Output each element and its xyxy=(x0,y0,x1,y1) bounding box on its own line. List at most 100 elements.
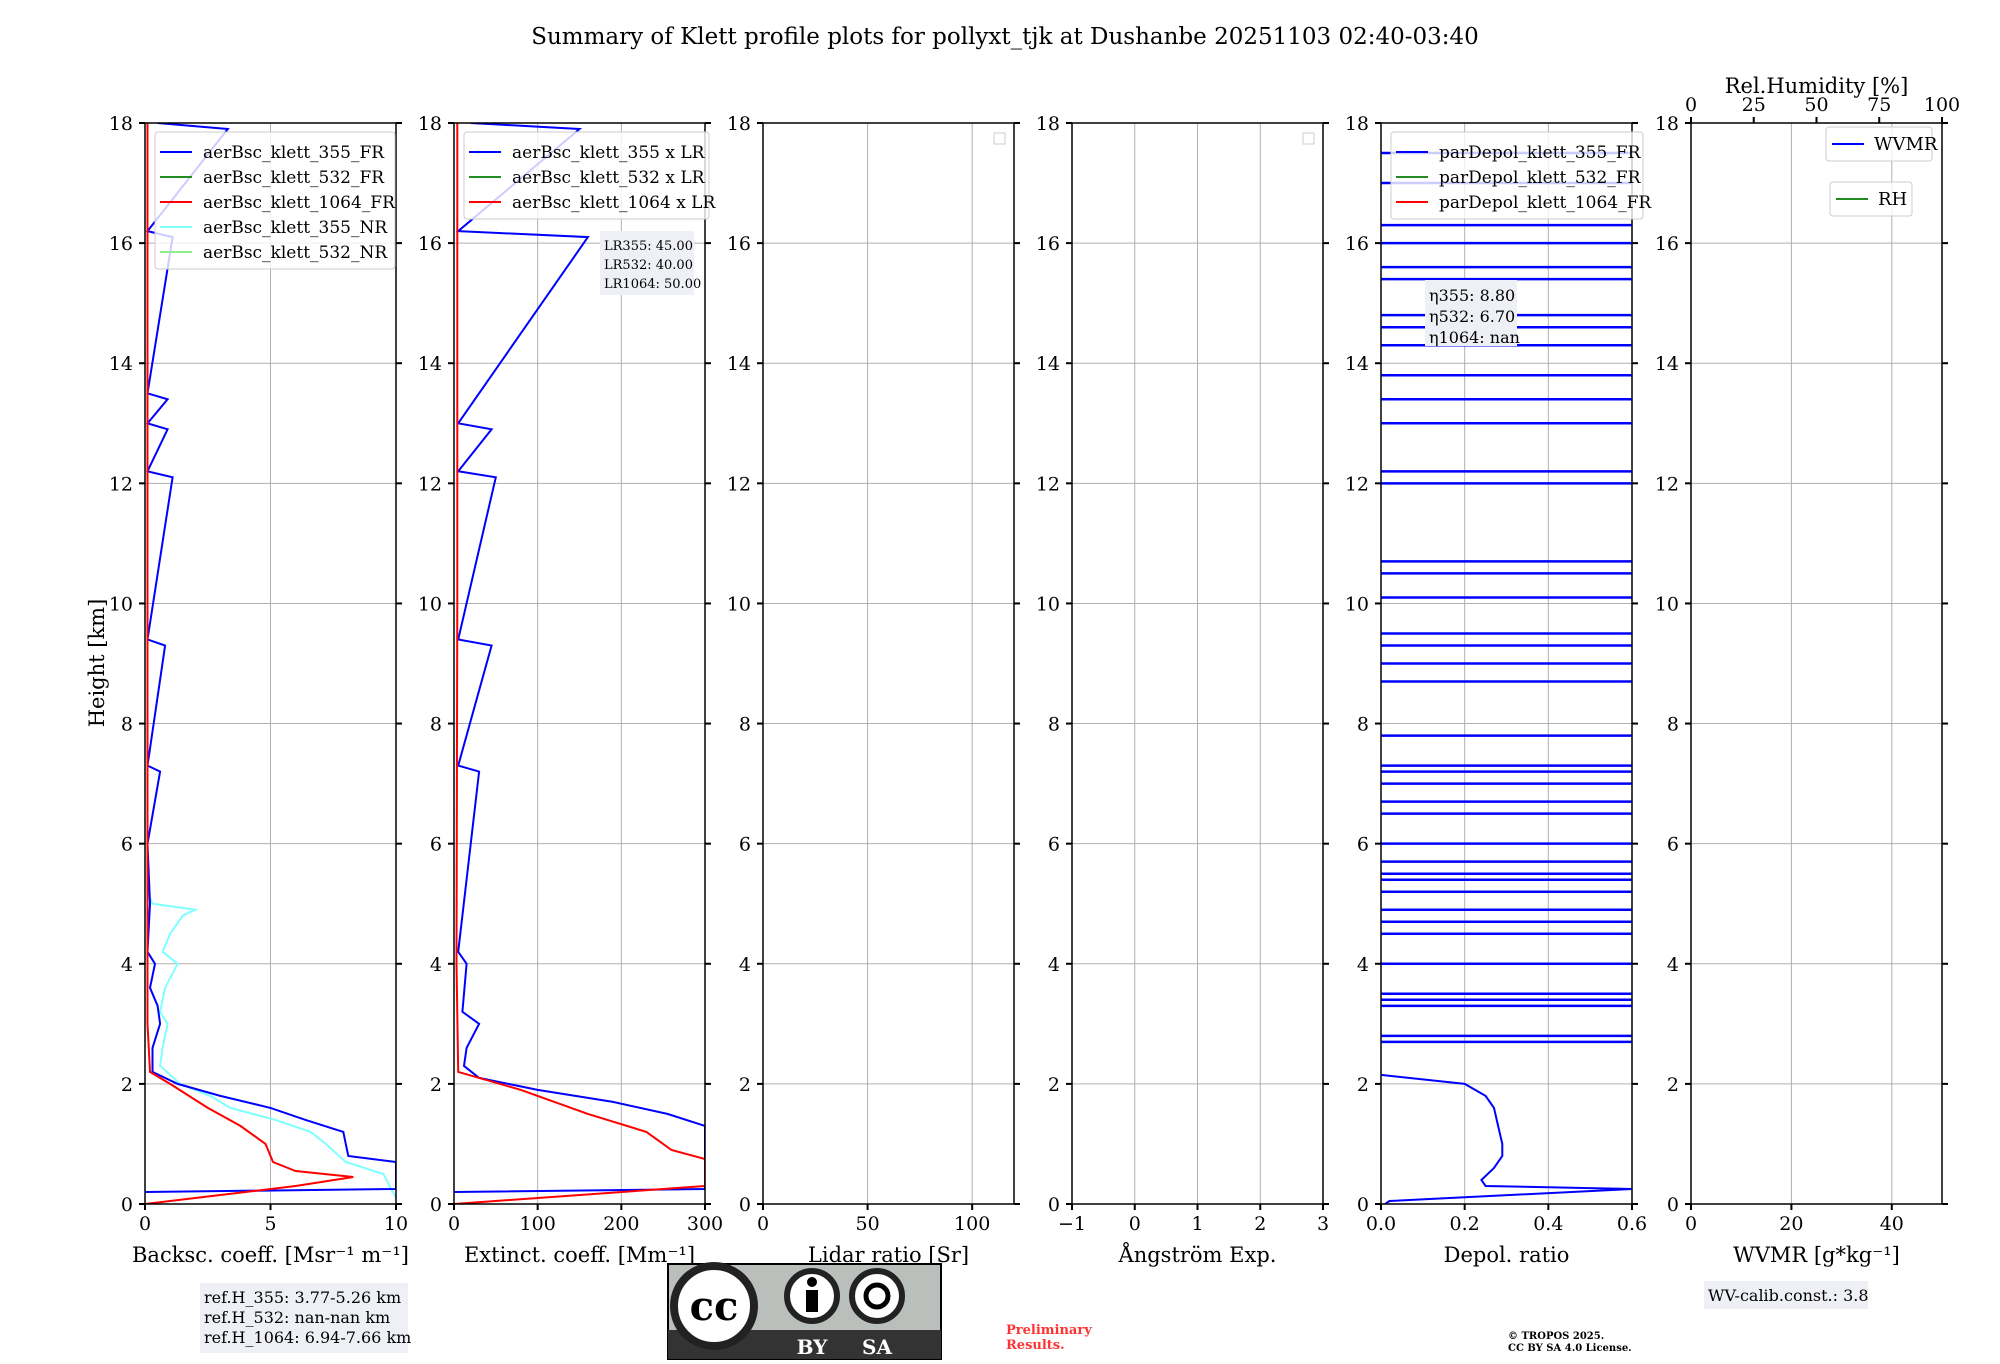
legend: aerBsc_klett_355 x LR aerBsc_klett_532 x … xyxy=(463,131,716,220)
xtick-label: 0.4 xyxy=(1533,1213,1563,1235)
ytick-label: 18 xyxy=(109,113,133,135)
figure-title: Summary of Klett profile plots for polly… xyxy=(531,24,1479,50)
legend-label: RH xyxy=(1878,189,1907,210)
annotation-line: LR532: 40.00 xyxy=(604,258,693,273)
ytick-label: 6 xyxy=(430,834,442,856)
xtick-label: 5 xyxy=(264,1213,276,1235)
xtick-label: 3 xyxy=(1317,1213,1329,1235)
series-line-aerBsc_klett_1064 x LR xyxy=(454,123,705,1204)
x-axis-label: Depol. ratio xyxy=(1444,1243,1570,1267)
ytick-label: 12 xyxy=(1345,473,1369,495)
top-xtick-label: 25 xyxy=(1742,94,1766,116)
ytick-label: 14 xyxy=(418,353,442,375)
ytick-label: 4 xyxy=(1048,954,1060,976)
legend-label: parDepol_klett_355_FR xyxy=(1439,143,1642,163)
cc-icon xyxy=(670,1262,758,1350)
ytick-label: 16 xyxy=(727,233,751,255)
top-xtick-label: 75 xyxy=(1867,94,1891,116)
xtick-label: 10 xyxy=(384,1213,408,1235)
panel-2: 0 2 4 6 8 10 12 14 16 18 0 100 200 300 Extinct. coeff.… xyxy=(418,113,723,1267)
annotation-line: η355: 8.80 xyxy=(1429,286,1515,305)
legend-label: WVMR xyxy=(1874,134,1938,155)
ytick-label: 16 xyxy=(418,233,442,255)
annotation-line: WV-calib.const.: 3.8 xyxy=(1708,1286,1869,1305)
license-by: BY xyxy=(797,1335,829,1359)
license-sa: SA xyxy=(862,1335,892,1359)
xtick-label: 0 xyxy=(1685,1213,1697,1235)
empty-legend-box xyxy=(1302,132,1315,145)
by-icon-figure xyxy=(806,1290,818,1312)
xtick-label: 0.0 xyxy=(1366,1213,1396,1235)
x-axis-label: Backsc. coeff. [Msr⁻¹ m⁻¹] xyxy=(132,1243,409,1267)
panel-6: 0 2 4 6 8 10 12 14 16 18 0 20 40 WVMR [g*kg⁻¹] 0 25 50 75… xyxy=(1655,74,1960,1309)
ytick-label: 2 xyxy=(739,1074,751,1096)
ytick-label: 16 xyxy=(1655,233,1679,255)
top-xtick-label: 100 xyxy=(1924,94,1960,116)
ytick-label: 8 xyxy=(1048,714,1060,736)
ytick-label: 6 xyxy=(121,834,133,856)
y-axis-label: Height [km] xyxy=(85,599,109,728)
xtick-label: 0 xyxy=(1129,1213,1141,1235)
ytick-label: 2 xyxy=(1357,1074,1369,1096)
series-line-aerBsc_klett_1064_FR xyxy=(145,123,354,1204)
annotation-box: WV-calib.const.: 3.8 xyxy=(1704,1281,1869,1309)
xtick-label: 40 xyxy=(1880,1213,1904,1235)
xtick-label: 100 xyxy=(520,1213,556,1235)
ytick-label: 16 xyxy=(1036,233,1060,255)
axes-frame xyxy=(762,122,1015,1205)
x-axis-label: Ångström Exp. xyxy=(1118,1242,1277,1267)
axes-frame xyxy=(453,122,706,1205)
preliminary-line1: Preliminary xyxy=(1006,1323,1092,1338)
ytick-label: 12 xyxy=(418,473,442,495)
ytick-label: 14 xyxy=(109,353,133,375)
ytick-label: 6 xyxy=(1667,834,1679,856)
ytick-label: 18 xyxy=(1345,113,1369,135)
annotation-bg xyxy=(1425,280,1517,346)
ytick-label: 4 xyxy=(121,954,133,976)
panel-5: 0 2 4 6 8 10 12 14 16 18 0.0 0.2 0.4 0.6 Depol. ratio p… xyxy=(1345,113,1653,1267)
legend-label: aerBsc_klett_532 x LR xyxy=(512,168,706,188)
ytick-label: 2 xyxy=(121,1074,133,1096)
xtick-label: −1 xyxy=(1058,1213,1086,1235)
ytick-label: 0 xyxy=(121,1194,133,1216)
annotation-line: η532: 6.70 xyxy=(1429,307,1515,326)
legend-label: aerBsc_klett_1064_FR xyxy=(203,193,396,213)
by-icon-head xyxy=(807,1277,817,1287)
x-axis-label: WVMR [g*kg⁻¹] xyxy=(1733,1243,1900,1267)
legend-box xyxy=(1390,131,1644,220)
xtick-label: 20 xyxy=(1779,1213,1803,1235)
annotation-bg xyxy=(200,1283,408,1353)
legend: aerBsc_klett_355_FR aerBsc_klett_532_FRae… xyxy=(154,131,396,270)
sa-icon-arrow xyxy=(863,1282,891,1310)
ytick-label: 18 xyxy=(418,113,442,135)
ytick-label: 10 xyxy=(1036,593,1060,615)
ytick-label: 4 xyxy=(1357,954,1369,976)
legend-label: aerBsc_klett_532_NR xyxy=(203,243,388,263)
ytick-label: 0 xyxy=(1357,1194,1369,1216)
copyright-line1: © TROPOS 2025. xyxy=(1508,1331,1604,1342)
ytick-label: 16 xyxy=(109,233,133,255)
annotation-line: LR1064: 50.00 xyxy=(604,277,701,292)
xtick-label: 0 xyxy=(757,1213,769,1235)
ytick-label: 8 xyxy=(430,714,442,736)
legend-wvmr: WVMR xyxy=(1825,126,1938,162)
ytick-label: 0 xyxy=(1667,1194,1679,1216)
ytick-label: 14 xyxy=(1036,353,1060,375)
ytick-label: 10 xyxy=(1655,593,1679,615)
xtick-label: 0 xyxy=(139,1213,151,1235)
annotation-bg xyxy=(1704,1281,1868,1309)
ytick-label: 8 xyxy=(1667,714,1679,736)
legend-box xyxy=(154,131,396,270)
empty-legend-box xyxy=(993,132,1006,145)
ytick-label: 0 xyxy=(1048,1194,1060,1216)
ytick-label: 18 xyxy=(727,113,751,135)
ytick-label: 2 xyxy=(1048,1074,1060,1096)
legend-box xyxy=(463,131,710,220)
ytick-label: 12 xyxy=(109,473,133,495)
ytick-label: 14 xyxy=(727,353,751,375)
preliminary-line2: Results. xyxy=(1006,1338,1065,1353)
ytick-label: 0 xyxy=(430,1194,442,1216)
footer: cc BY SA Preliminary Results. © TROPOS 2… xyxy=(667,1262,1632,1360)
